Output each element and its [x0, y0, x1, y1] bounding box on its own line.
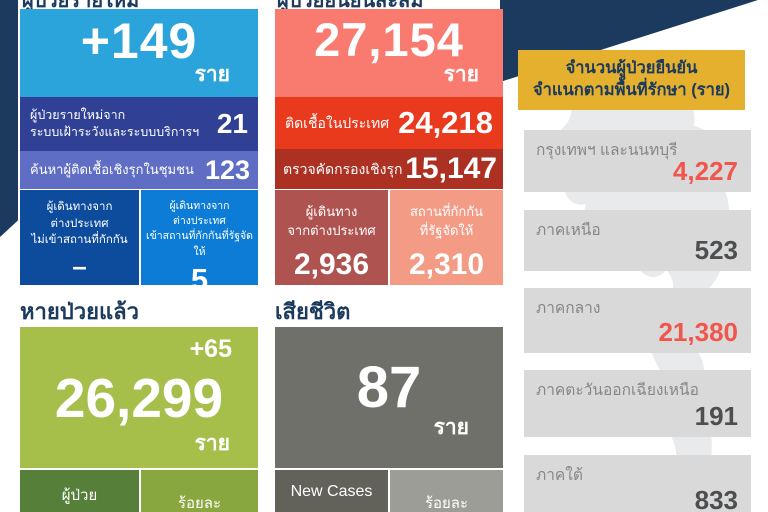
deaths-cell-left-label: New Cases	[290, 483, 373, 500]
new-cases-row-proactive: ค้นหาผู้ติดเชื้อเชิงรุกในชุมชน 123	[20, 151, 258, 189]
regions-header-line1: จำนวนผู้ป่วยยืนยัน	[565, 59, 698, 77]
region-item-central: ภาคกลาง 21,380	[524, 288, 751, 353]
deaths-section-header: เสียชีวิต	[275, 299, 351, 324]
recovered-cell-right-label: ร้อยละ	[177, 495, 222, 512]
new-cases-hero-box: +149 ราย	[20, 9, 258, 97]
row-surveillance-value: 21	[216, 108, 248, 139]
deaths-cell-right-label: ร้อยละ	[424, 495, 469, 512]
region-item-value: 4,227	[672, 156, 738, 186]
recovered-delta: +65	[189, 335, 232, 363]
deaths-cell-right: ร้อยละ	[390, 470, 503, 512]
cumulative-clipped-header: ผู้ป่วยยืนยันสะสม	[275, 0, 503, 9]
cumulative-row-domestic: ติดเชื้อในประเทศ 24,218	[275, 97, 503, 149]
recovered-cell-left: ผู้ป่วย	[20, 470, 139, 512]
cell-no-quarantine-value: –	[72, 251, 87, 282]
new-cases-cell-no-quarantine: ผู้เดินทางจาก ต่างประเทศ ไม่เข้าสถานที่ก…	[20, 190, 139, 285]
recovered-hero-box: +65 26,299 ราย	[20, 327, 258, 468]
deaths-hero-box: 87 ราย	[275, 327, 503, 468]
new-cases-row-surveillance: ผู้ป่วยรายใหม่จาก ระบบเฝ้าระวังและระบบบร…	[20, 97, 258, 151]
thailand-map-watermark	[549, 60, 729, 502]
recovered-unit: ราย	[194, 432, 230, 455]
row-surveillance-label: ผู้ป่วยรายใหม่จาก ระบบเฝ้าระวังและระบบบร…	[30, 108, 200, 139]
row-screening-label: ตรวจคัดกรองเชิงรุก	[283, 160, 403, 177]
recovered-total: 26,299	[54, 367, 224, 429]
new-cases-unit: ราย	[194, 63, 230, 86]
region-item-value: 191	[694, 401, 738, 431]
row-proactive-label: ค้นหาผู้ติดเชื้อเชิงรุกในชุมชน	[30, 162, 194, 178]
cell-quarantine-facility-value: 2,310	[408, 247, 485, 281]
row-proactive-value: 123	[204, 154, 250, 185]
cell-quarantine-facility-label: สถานที่กักกัน ที่รัฐจัดให้	[409, 204, 484, 238]
deaths-cell-left: New Cases	[275, 470, 388, 512]
region-item-value: 523	[694, 235, 738, 265]
region-item-label: ภาคเหนือ	[536, 222, 601, 239]
region-item-label: กรุงเทพฯ และนนทบุรี	[536, 142, 678, 159]
region-item-north: ภาคเหนือ 523	[524, 210, 751, 271]
deaths-unit: ราย	[433, 416, 469, 439]
regions-header-line2: จำแนกตามพื้นที่รักษา (ราย)	[532, 81, 731, 100]
cumulative-total: 27,154	[314, 13, 464, 66]
new-cases-cell-state-quarantine: ผู้เดินทางจาก ต่างประเทศ เข้าสถานที่กักก…	[141, 190, 258, 295]
cell-travellers-value: 2,936	[293, 247, 370, 281]
region-item-value: 833	[694, 485, 738, 512]
region-item-value: 21,380	[658, 317, 738, 347]
cumulative-row-screening: ตรวจคัดกรองเชิงรุก 15,147	[275, 149, 503, 189]
region-item-northeast: ภาคตะวันออกเฉียงเหนือ 191	[524, 370, 751, 437]
new-cases-header-text: ผู้ป่วยรายใหม่	[22, 0, 139, 9]
deaths-total: 87	[356, 355, 422, 420]
cell-state-quarantine-label: ผู้เดินทางจาก ต่างประเทศ เข้าสถานที่กักก…	[146, 200, 253, 258]
recovered-section-header: หายป่วยแล้ว	[20, 299, 139, 324]
cumulative-unit: ราย	[443, 63, 479, 86]
region-item-south: ภาคใต้ 833	[524, 455, 751, 512]
left-navy-ribbon	[0, 0, 18, 237]
new-cases-total: +149	[80, 13, 198, 69]
row-domestic-label: ติดเชื้อในประเทศ	[285, 114, 390, 131]
recovered-cell-right: ร้อยละ	[141, 470, 258, 512]
cumulative-header-text: ผู้ป่วยยืนยันสะสม	[277, 0, 423, 9]
cell-travellers-label: ผู้เดินทาง จากต่างประเทศ	[287, 204, 376, 238]
region-item-label: ภาคใต้	[536, 467, 583, 484]
recovered-cell-left-label: ผู้ป่วย	[61, 487, 98, 504]
region-item-label: ภาคตะวันออกเฉียงเหนือ	[536, 382, 699, 399]
cell-no-quarantine-label: ผู้เดินทางจาก ต่างประเทศ ไม่เข้าสถานที่ก…	[31, 201, 128, 247]
row-screening-value: 15,147	[405, 152, 497, 185]
cumulative-cell-quarantine-facility: สถานที่กักกัน ที่รัฐจัดให้ 2,310	[390, 190, 503, 285]
cumulative-hero-box: 27,154 ราย	[275, 9, 503, 97]
cell-state-quarantine-value: 5	[190, 261, 209, 297]
region-item-label: ภาคกลาง	[536, 300, 601, 317]
cumulative-cell-travellers: ผู้เดินทาง จากต่างประเทศ 2,936	[275, 190, 388, 285]
regions-header-box: จำนวนผู้ป่วยยืนยัน จำแนกตามพื้นที่รักษา …	[518, 50, 745, 110]
region-item-bangkok: กรุงเทพฯ และนนทบุรี 4,227	[524, 130, 751, 192]
row-domestic-value: 24,218	[398, 105, 493, 140]
new-cases-clipped-header: ผู้ป่วยรายใหม่	[20, 0, 258, 9]
